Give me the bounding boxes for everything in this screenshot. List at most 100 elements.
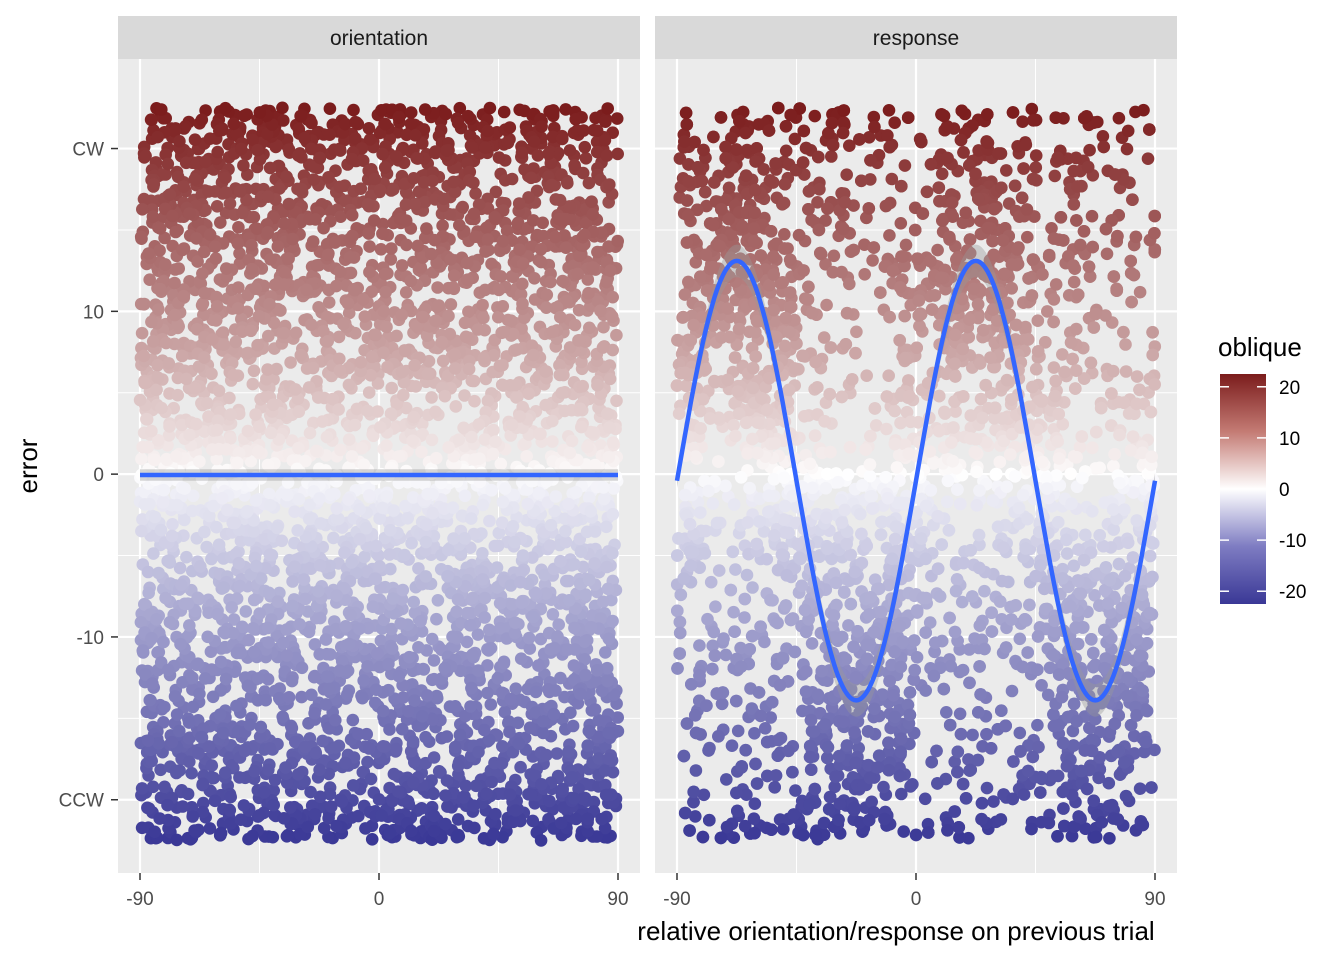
scatter-point bbox=[233, 771, 246, 784]
scatter-point bbox=[459, 330, 473, 344]
scatter-point bbox=[536, 216, 549, 230]
scatter-point bbox=[406, 434, 419, 448]
scatter-point bbox=[567, 659, 581, 672]
scatter-point bbox=[402, 705, 415, 718]
scatter-point bbox=[597, 320, 610, 334]
scatter-point bbox=[405, 824, 418, 838]
scatter-point bbox=[357, 458, 371, 472]
scatter-point bbox=[176, 800, 189, 813]
scatter-point bbox=[395, 365, 409, 379]
scatter-point bbox=[376, 147, 389, 161]
scatter-point bbox=[263, 548, 277, 561]
scatter-point bbox=[275, 534, 289, 548]
scatter-point bbox=[606, 614, 619, 628]
scatter-point bbox=[145, 754, 158, 768]
scatter-point bbox=[300, 283, 313, 297]
scatter-point bbox=[261, 363, 274, 376]
scatter-point bbox=[606, 290, 619, 304]
scatter-point bbox=[280, 649, 294, 662]
scatter-point bbox=[172, 262, 185, 275]
scatter-point bbox=[144, 113, 158, 126]
scatter-point bbox=[611, 234, 624, 248]
scatter-point bbox=[503, 788, 517, 801]
scatter-point bbox=[381, 360, 394, 374]
scatter-point bbox=[428, 233, 442, 247]
scatter-point bbox=[264, 426, 278, 440]
scatter-point bbox=[219, 766, 232, 779]
scatter-point bbox=[375, 809, 388, 822]
scatter-point bbox=[600, 275, 613, 289]
scatter-point bbox=[416, 710, 429, 723]
scatter-point bbox=[362, 227, 376, 240]
scatter-point bbox=[515, 596, 528, 609]
scatter-point bbox=[329, 713, 342, 727]
scatter-point bbox=[521, 497, 534, 511]
scatter-point bbox=[251, 672, 265, 685]
scatter-point bbox=[380, 320, 393, 334]
scatter-point bbox=[198, 525, 211, 539]
scatter-point bbox=[142, 247, 155, 260]
scatter-point bbox=[291, 768, 305, 781]
scatter-point bbox=[205, 759, 219, 772]
scatter-point bbox=[277, 326, 290, 340]
scatter-point bbox=[266, 830, 280, 844]
scatter-point bbox=[231, 456, 244, 470]
scatter-point bbox=[208, 794, 222, 808]
scatter-point bbox=[509, 616, 522, 629]
scatter-point bbox=[344, 266, 358, 280]
scatter-point bbox=[306, 235, 320, 248]
scatter-point bbox=[510, 343, 524, 356]
scatter-point bbox=[549, 684, 562, 697]
scatter-point bbox=[584, 505, 597, 518]
scatter-point bbox=[251, 338, 264, 352]
scatter-point bbox=[322, 682, 336, 696]
scatter-point bbox=[257, 786, 271, 799]
scatter-point bbox=[303, 426, 317, 440]
scatter-point bbox=[292, 405, 306, 419]
scatter-point bbox=[324, 800, 338, 813]
scatter-point bbox=[549, 490, 563, 503]
scatter-point bbox=[451, 813, 465, 826]
scatter-point bbox=[600, 674, 614, 688]
scatter-point bbox=[476, 498, 490, 512]
scatter-point bbox=[281, 828, 295, 842]
scatter-point bbox=[526, 814, 540, 828]
scatter-point bbox=[457, 421, 470, 435]
scatter-point bbox=[503, 121, 517, 134]
scatter-point bbox=[342, 433, 356, 446]
scatter-point bbox=[320, 430, 334, 444]
scatter-point bbox=[181, 597, 195, 610]
scatter-point bbox=[198, 286, 211, 300]
scatter-point bbox=[241, 424, 255, 438]
scatter-point bbox=[559, 524, 572, 538]
scatter-point bbox=[400, 238, 413, 252]
scatter-point bbox=[330, 589, 344, 602]
scatter-point bbox=[385, 642, 399, 655]
scatter-point bbox=[534, 255, 548, 269]
scatter-point bbox=[512, 197, 526, 210]
scatter-point bbox=[542, 147, 555, 161]
scatter-point bbox=[481, 124, 495, 138]
scatter-point bbox=[197, 245, 211, 259]
scatter-point bbox=[431, 594, 445, 607]
scatter-point bbox=[450, 830, 464, 844]
scatter-point bbox=[461, 273, 474, 287]
scatter-point bbox=[448, 348, 462, 361]
scatter-point bbox=[245, 238, 258, 252]
scatter-point bbox=[356, 691, 369, 705]
scatter-point bbox=[292, 149, 305, 162]
scatter-point bbox=[276, 101, 289, 115]
scatter-point bbox=[148, 510, 162, 524]
scatter-point bbox=[229, 335, 243, 349]
scatter-point bbox=[215, 123, 229, 137]
scatter-point bbox=[291, 524, 305, 537]
scatter-point bbox=[611, 147, 624, 161]
scatter-point bbox=[321, 248, 335, 262]
scatter-point bbox=[432, 299, 446, 312]
scatter-point bbox=[181, 787, 195, 801]
scatter-point bbox=[407, 410, 421, 424]
scatter-point bbox=[379, 117, 392, 131]
scatter-point bbox=[219, 101, 232, 115]
scatter-point bbox=[484, 698, 498, 711]
